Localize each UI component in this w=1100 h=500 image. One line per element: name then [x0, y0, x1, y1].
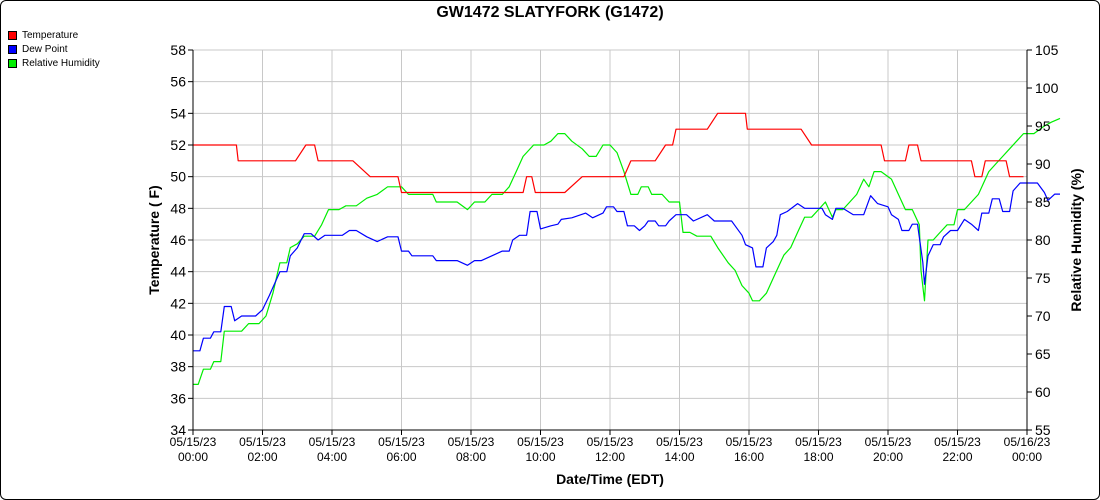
- series-lines: [193, 112, 1061, 385]
- legend-item-temperature: Temperature: [8, 28, 100, 42]
- x-tick-label-time: 12:00: [595, 450, 625, 464]
- legend-swatch-relative-humidity: [8, 58, 17, 68]
- relative-humidity-line: [193, 117, 1061, 385]
- y-tick-label: 56: [170, 74, 186, 90]
- x-tick-label-time: 22:00: [942, 450, 972, 464]
- x-tick-label-time: 00:00: [178, 450, 208, 464]
- x-tick-label-time: 02:00: [247, 450, 277, 464]
- y-tick-label: 36: [170, 390, 186, 406]
- x-tick-label-time: 04:00: [317, 450, 347, 464]
- x-tick-label-date: 05/15/23: [656, 435, 703, 449]
- x-tick-label-time: 00:00: [1012, 450, 1042, 464]
- x-tick-label-date: 05/15/23: [378, 435, 425, 449]
- y-tick-label: 34: [170, 422, 186, 438]
- y-tick-label: 44: [170, 264, 186, 280]
- y2-tick-label: 75: [1035, 270, 1051, 286]
- x-tick-label-date: 05/15/23: [170, 435, 217, 449]
- legend-label-dew-point: Dew Point: [22, 43, 68, 55]
- y2-tick-label: 90: [1035, 156, 1051, 172]
- y2-tick-label: 105: [1035, 42, 1059, 58]
- x-tick-label-time: 18:00: [803, 450, 833, 464]
- x-tick-label-time: 20:00: [873, 450, 903, 464]
- x-tick-label-date: 05/15/23: [795, 435, 842, 449]
- y-tick-label: 42: [170, 295, 186, 311]
- x-tick-label-date: 05/15/23: [517, 435, 564, 449]
- y2-tick-label: 55: [1035, 422, 1051, 438]
- y2-tick-label: 65: [1035, 346, 1051, 362]
- legend-label-temperature: Temperature: [22, 29, 79, 41]
- legend-swatch-dew-point: [8, 44, 17, 54]
- x-tick-label-time: 16:00: [734, 450, 764, 464]
- y2-tick-label: 85: [1035, 194, 1051, 210]
- x-tick-label-date: 05/15/23: [726, 435, 773, 449]
- y-tick-label: 40: [170, 327, 186, 343]
- chart-title: GW1472 SLATYFORK (G1472): [436, 4, 664, 21]
- y-tick-label: 54: [170, 105, 186, 121]
- y2-axis-label: Relative Humidity (%): [1068, 168, 1084, 311]
- y-axis-label: Temperature ( F): [146, 185, 162, 294]
- y-tick-label: 58: [170, 42, 186, 58]
- x-tick-label-time: 14:00: [664, 450, 694, 464]
- legend-label-relative-humidity: Relative Humidity: [22, 57, 100, 69]
- x-tick-label-date: 05/15/23: [239, 435, 286, 449]
- x-tick-label-time: 08:00: [456, 450, 486, 464]
- y2-tick-label: 95: [1035, 118, 1051, 134]
- x-tick-label-date: 05/15/23: [309, 435, 356, 449]
- y2-tick-label: 100: [1035, 80, 1059, 96]
- y-tick-label: 48: [170, 200, 186, 216]
- x-tick-label-time: 06:00: [386, 450, 416, 464]
- x-tick-label-date: 05/15/23: [865, 435, 912, 449]
- y2-tick-label: 80: [1035, 232, 1051, 248]
- axes: 05/15/2300:0005/15/2302:0005/15/2304:000…: [170, 42, 1059, 464]
- y-tick-label: 46: [170, 232, 186, 248]
- y2-tick-label: 60: [1035, 384, 1051, 400]
- legend-swatch-temperature: [8, 30, 17, 40]
- x-tick-label-date: 05/15/23: [587, 435, 634, 449]
- y-tick-label: 52: [170, 137, 186, 153]
- y2-tick-label: 70: [1035, 308, 1051, 324]
- x-axis-label: Date/Time (EDT): [556, 471, 664, 487]
- x-tick-label-time: 10:00: [525, 450, 555, 464]
- legend-item-dew-point: Dew Point: [8, 42, 100, 56]
- x-tick-label-date: 05/16/23: [1004, 435, 1051, 449]
- y-tick-label: 38: [170, 359, 186, 375]
- legend-item-relative-humidity: Relative Humidity: [8, 56, 100, 70]
- dew-point-line: [193, 182, 1060, 352]
- x-tick-label-date: 05/15/23: [934, 435, 981, 449]
- x-tick-label-date: 05/15/23: [448, 435, 495, 449]
- y-tick-label: 50: [170, 169, 186, 185]
- legend: Temperature Dew Point Relative Humidity: [8, 28, 100, 70]
- temperature-line: [193, 112, 1024, 194]
